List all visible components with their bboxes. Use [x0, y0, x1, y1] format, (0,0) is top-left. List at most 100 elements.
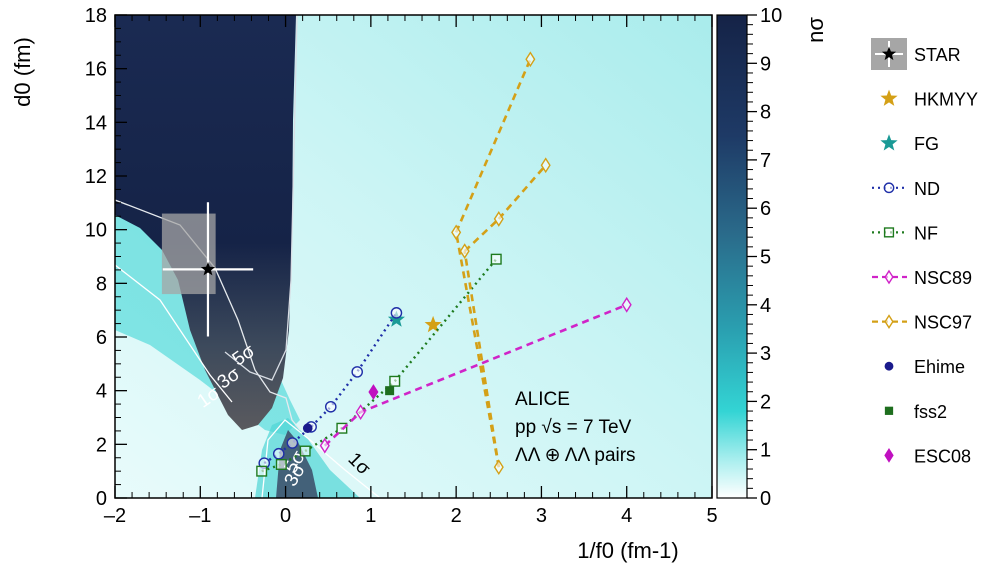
x-tick-label: –1: [189, 505, 211, 527]
legend-label: FG: [914, 134, 939, 154]
legend-label: NF: [914, 223, 938, 243]
legend-marker: [883, 182, 895, 194]
legend-item-hkmyy: HKMYY: [880, 89, 978, 110]
legend-marker: [884, 361, 894, 371]
legend-label: ESC08: [914, 446, 971, 466]
colorbar-tick-label: 5: [760, 247, 771, 269]
legend-marker: [881, 46, 897, 61]
data-point: [493, 211, 504, 227]
data-point: [621, 296, 632, 313]
annotation-line2: pp √s = 7 TeV: [515, 417, 632, 438]
series-esc08: [368, 384, 379, 400]
y-tick-label: 12: [85, 166, 107, 188]
y-tick-label: 4: [96, 381, 107, 403]
legend-label: Ehime: [914, 357, 965, 377]
data-point: [424, 315, 442, 333]
data-point: [275, 458, 287, 470]
y-tick-label: 18: [85, 5, 107, 27]
data-point: [319, 437, 330, 454]
colorbar-tick-label: 6: [760, 198, 771, 220]
legend-marker: [884, 448, 894, 463]
legend-item-fss2: fss2: [884, 402, 947, 422]
x-axis-title: 1/f0 (fm-1): [577, 538, 678, 563]
legend-marker: [880, 134, 898, 151]
data-point: [256, 465, 268, 477]
colorbar: 0 1 2 3 4 5 6 7 8 9 10 nσ: [716, 5, 828, 510]
series-line: [463, 217, 500, 253]
legend-label: HKMYY: [914, 90, 978, 110]
colorbar-tick-label: 10: [760, 5, 782, 27]
legend-item-star: STAR: [871, 38, 961, 70]
legend-item-ehime: Ehime: [884, 357, 965, 377]
legend-marker: [880, 89, 898, 106]
data-point: [490, 253, 502, 265]
data-point: [390, 307, 403, 319]
x-tick-label: 4: [621, 505, 632, 527]
x-tick-label: –2: [104, 505, 126, 527]
series-fg: [387, 310, 405, 327]
legend-item-nsc97: NSC97: [872, 313, 972, 333]
series-line: [454, 58, 532, 233]
colorbar-tick-label: 3: [760, 343, 771, 365]
x-tick-label: 0: [280, 505, 291, 527]
data-point: [272, 447, 285, 460]
data-point: [493, 459, 504, 476]
legend-label: STAR: [914, 45, 961, 65]
contour-1sigma: [115, 264, 233, 403]
legend: STAR HKMYY FG ND NF NSC89 NSC97 Ehime fss2 ESC08: [871, 38, 978, 466]
series-ehime: [302, 423, 313, 434]
legend-item-nd: ND: [872, 179, 940, 199]
data-point: [451, 224, 462, 241]
data-point: [355, 404, 366, 421]
data-point: [302, 423, 313, 434]
series-star: [161, 202, 254, 337]
annotation: ALICE pp √s = 7 TeV ΛΛ ⊕ ΛΛ pairs: [515, 389, 636, 466]
series-layer: [161, 51, 632, 477]
x-tick-label: 5: [706, 505, 717, 527]
legend-marker: [884, 269, 894, 285]
map-dark-lower: [276, 430, 318, 498]
series-nsc97: [451, 51, 551, 476]
legend-marker: [884, 314, 894, 329]
data-point: [286, 437, 299, 449]
colorbar-title: nσ: [803, 17, 828, 43]
legend-label: NSC89: [914, 268, 972, 288]
y-tick-label: 14: [85, 112, 107, 134]
colorbar-tick-label: 8: [760, 102, 771, 124]
contour-1sigma-low: [261, 419, 381, 498]
y-tick-label: 2: [96, 434, 107, 456]
legend-item-esc08: ESC08: [884, 446, 971, 466]
data-point: [387, 310, 405, 327]
data-point: [385, 386, 395, 396]
colorbar-gradient: [716, 14, 748, 499]
legend-label: fss2: [914, 402, 947, 422]
legend-marker: [884, 406, 894, 415]
series-fss2: [385, 386, 395, 396]
y-tick-label: 8: [96, 273, 107, 295]
colorbar-ticks: 0 1 2 3 4 5 6 7 8 9 10: [747, 5, 782, 510]
annotation-line3: ΛΛ ⊕ ΛΛ pairs: [515, 445, 636, 466]
y-axis-title: d0 (fm): [10, 37, 35, 107]
series-hkmyy: [424, 315, 442, 333]
colorbar-tick-label: 9: [760, 53, 771, 75]
colorbar-tick-label: 0: [760, 488, 771, 510]
data-point: [540, 157, 551, 174]
y-tick-label: 0: [96, 488, 107, 510]
legend-item-nf: NF: [872, 223, 938, 243]
legend-item-fg: FG: [880, 134, 939, 154]
legend-marker: [883, 227, 895, 238]
y-tick-label: 6: [96, 327, 107, 349]
data-point: [459, 243, 470, 260]
data-point: [324, 400, 337, 413]
axis-ticks: [114, 14, 713, 499]
legend-label: ND: [914, 179, 940, 199]
annotation-line1: ALICE: [515, 389, 570, 410]
data-point: [389, 375, 401, 387]
y-tick-label: 16: [85, 59, 107, 81]
series-line: [454, 232, 501, 468]
data-point: [200, 261, 216, 276]
data-point: [525, 51, 536, 68]
star-syst-box: [161, 213, 216, 295]
